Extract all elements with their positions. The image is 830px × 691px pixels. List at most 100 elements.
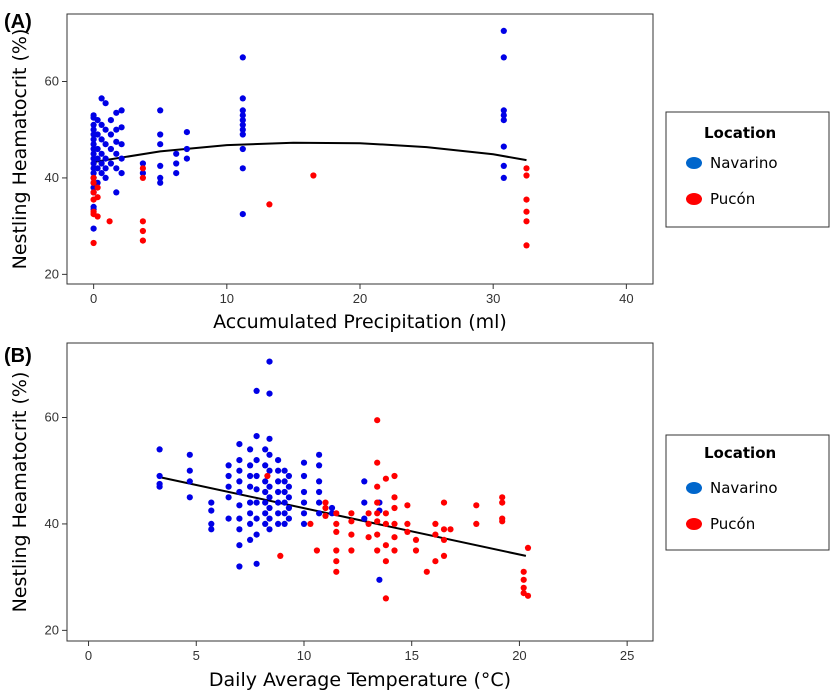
panel-a-point-pucon bbox=[106, 218, 113, 225]
panel-b-point-pucon bbox=[391, 504, 398, 512]
panel-b-point-navarino bbox=[266, 526, 273, 533]
panel-a-point-navarino bbox=[90, 150, 97, 157]
panel-a-point-pucon bbox=[90, 179, 97, 186]
panel-b-point-pucon bbox=[374, 483, 381, 490]
panel-b-point-pucon bbox=[348, 547, 355, 554]
panel-b-point-navarino bbox=[266, 483, 273, 490]
panel-b-point-navarino bbox=[285, 504, 292, 512]
panel-b-point-navarino bbox=[208, 507, 215, 514]
panel-a-point-navarino bbox=[102, 141, 109, 148]
panel-a-point-pucon bbox=[94, 194, 101, 201]
panel-b-point-pucon bbox=[307, 520, 314, 528]
panel-b: (B) 20 40 60 0 5 10 15 20 25 Nestling Heamatocr… bbox=[4, 342, 830, 691]
panel-a-point-navarino bbox=[94, 131, 101, 138]
panel-b-x-axis-title: Daily Average Temperature (°C) bbox=[209, 669, 511, 691]
panel-b-point-navarino bbox=[208, 499, 215, 506]
panel-b-point-navarino bbox=[266, 504, 273, 512]
panel-b-legend: Location Navarino Pucón bbox=[665, 434, 830, 551]
panel-a-legend-navarino-label: Navarino bbox=[710, 154, 778, 172]
panel-b-point-navarino bbox=[186, 451, 193, 458]
panel-a-point-pucon bbox=[139, 218, 146, 225]
panel-b-point-navarino bbox=[275, 510, 282, 517]
panel-b-point-navarino bbox=[247, 536, 254, 544]
panel-b-point-navarino bbox=[262, 446, 269, 453]
panel-a-point-navarino bbox=[118, 124, 125, 131]
panel-b-point-pucon bbox=[447, 526, 454, 533]
panel-b-legend-title: Location bbox=[704, 444, 776, 462]
panel-a-point-navarino bbox=[90, 141, 97, 148]
panel-b-point-pucon bbox=[348, 531, 355, 538]
panel-a-point-navarino bbox=[157, 107, 164, 114]
panel-b-point-navarino bbox=[186, 467, 193, 474]
panel-b-point-navarino bbox=[266, 451, 273, 458]
panel-b-point-navarino bbox=[156, 446, 163, 453]
panel-b-point-navarino bbox=[281, 520, 288, 528]
panel-a-point-pucon bbox=[90, 239, 97, 247]
panel-a-point-navarino bbox=[118, 155, 125, 162]
panel-b-point-pucon bbox=[365, 510, 372, 517]
panel-b-point-navarino bbox=[361, 515, 368, 522]
panel-b-x-tick-label: 20 bbox=[512, 648, 526, 663]
panel-a-points bbox=[90, 27, 530, 249]
panel-b-label: (B) bbox=[4, 345, 32, 367]
panel-a-point-navarino bbox=[183, 129, 190, 136]
panel-a-point-navarino bbox=[173, 150, 180, 157]
panel-b-point-pucon bbox=[348, 518, 355, 525]
panel-b-y-tick-label: 40 bbox=[45, 516, 59, 531]
panel-a-point-navarino bbox=[107, 117, 114, 124]
panel-b-point-navarino bbox=[281, 499, 288, 506]
panel-b-point-navarino bbox=[300, 472, 308, 480]
panel-b-point-navarino bbox=[156, 483, 163, 490]
panel-b-y-axis-title: Nestling Heamatocrit (%) bbox=[9, 372, 31, 613]
panel-a-point-navarino bbox=[173, 160, 180, 167]
panel-b-point-navarino bbox=[253, 515, 260, 522]
panel-b-point-pucon bbox=[374, 547, 381, 554]
panel-b-point-navarino bbox=[253, 560, 260, 567]
panel-b-point-pucon bbox=[499, 518, 506, 525]
panel-a-point-navarino bbox=[118, 170, 125, 177]
panel-b-point-navarino bbox=[247, 472, 254, 480]
panel-b-point-navarino bbox=[236, 478, 243, 485]
panel-a-point-navarino bbox=[239, 126, 246, 133]
panel-a-y-tick-label: 40 bbox=[45, 170, 59, 185]
panel-a-point-navarino bbox=[500, 54, 507, 61]
panel-b-point-pucon bbox=[333, 510, 340, 517]
panel-a-point-navarino bbox=[102, 155, 109, 162]
panel-b-point-navarino bbox=[300, 510, 308, 517]
panel-b-point-navarino bbox=[281, 510, 288, 517]
panel-a-x-axis: 0 10 20 30 40 bbox=[90, 284, 634, 306]
panel-b-point-navarino bbox=[247, 510, 254, 517]
panel-b-point-pucon bbox=[374, 459, 381, 466]
panel-b-point-pucon bbox=[432, 531, 439, 538]
panel-b-point-pucon bbox=[404, 502, 411, 509]
panel-b-point-navarino bbox=[275, 478, 282, 485]
panel-b-point-navarino bbox=[236, 542, 243, 549]
panel-a-trend-path bbox=[93, 141, 527, 163]
panel-b-point-pucon bbox=[473, 502, 480, 509]
panel-b-point-navarino bbox=[266, 515, 273, 522]
panel-a-trend-line bbox=[93, 141, 527, 163]
panel-a-point-pucon bbox=[139, 227, 146, 235]
panel-b-point-navarino bbox=[300, 488, 308, 496]
panel-a-point-navarino bbox=[500, 162, 507, 169]
panel-b-point-navarino bbox=[236, 467, 243, 474]
panel-b-point-pucon bbox=[432, 558, 439, 565]
panel-b-point-navarino bbox=[266, 494, 273, 501]
panel-b-point-pucon bbox=[333, 528, 340, 536]
panel-a-point-navarino bbox=[113, 109, 120, 116]
panel-a-y-axis: 20 40 60 bbox=[45, 74, 67, 281]
panel-b-point-navarino bbox=[285, 483, 292, 490]
panel-b-point-pucon bbox=[404, 520, 411, 528]
panel-b-point-navarino bbox=[275, 520, 282, 528]
panel-b-point-navarino bbox=[285, 515, 292, 522]
panel-b-point-navarino bbox=[275, 467, 282, 474]
panel-b-point-navarino bbox=[266, 358, 273, 365]
panel-a-point-pucon bbox=[139, 165, 146, 172]
panel-b-point-pucon bbox=[391, 534, 398, 541]
panel-a-point-navarino bbox=[113, 165, 120, 172]
panel-b-point-pucon bbox=[524, 592, 532, 599]
panel-a-point-pucon bbox=[523, 165, 530, 172]
panel-b-point-pucon bbox=[412, 547, 420, 554]
panel-b-point-pucon bbox=[412, 536, 420, 544]
panel-b-point-pucon bbox=[499, 499, 506, 506]
